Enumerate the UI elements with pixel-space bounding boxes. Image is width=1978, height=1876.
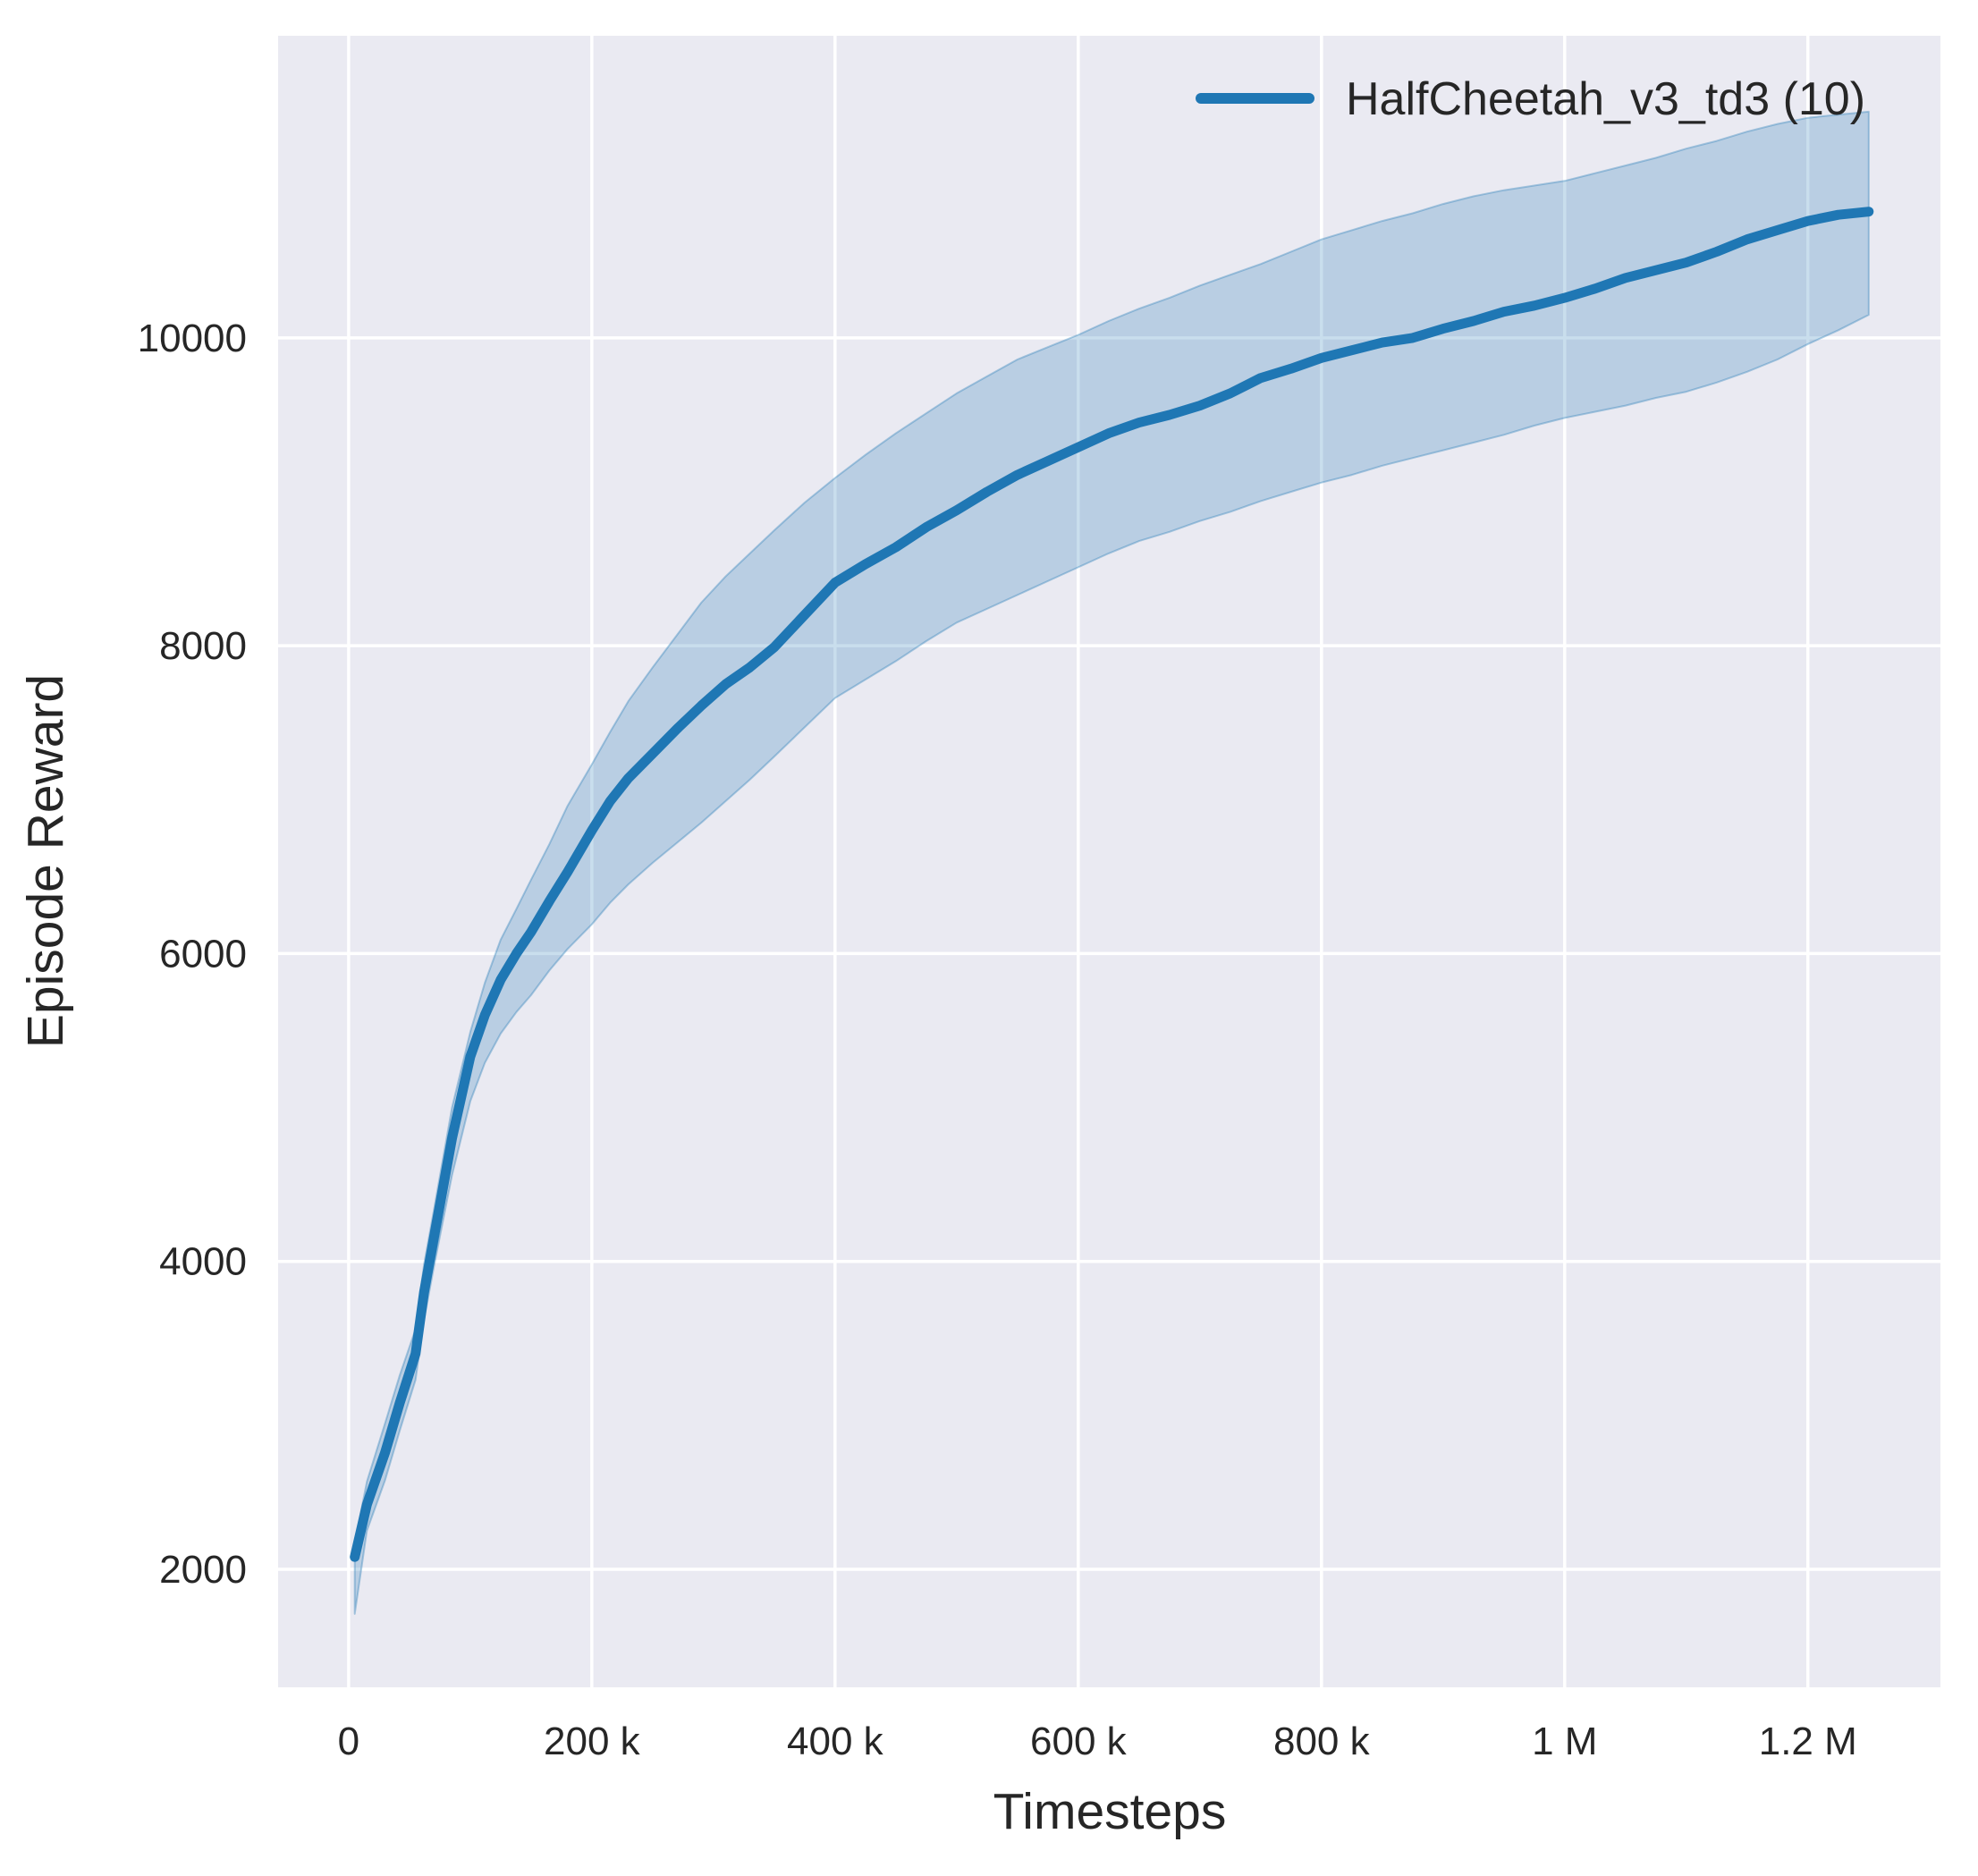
- legend: HalfCheetah_v3_td3 (10): [1196, 73, 1865, 125]
- x-tick-label: 1 M: [1532, 1720, 1597, 1763]
- x-tick-label: 200 k: [544, 1720, 641, 1763]
- legend-label: HalfCheetah_v3_td3 (10): [1346, 73, 1865, 125]
- y-tick-label: 6000: [159, 932, 247, 976]
- x-axis-label: Timesteps: [993, 1783, 1227, 1840]
- x-tick-label: 600 k: [1030, 1720, 1128, 1763]
- y-tick-label: 8000: [159, 624, 247, 668]
- mean-line: [350, 207, 1874, 1562]
- grid: [278, 36, 1940, 1687]
- y-tick-label: 2000: [159, 1548, 247, 1592]
- series-layer: [350, 110, 1874, 1615]
- plot-area: [278, 36, 1940, 1687]
- x-tick-label: 0: [338, 1720, 359, 1763]
- y-axis-ticks: 2000 4000 6000 8000 10000: [138, 317, 247, 1592]
- x-axis-ticks: 0 200 k 400 k 600 k 800 k 1 M 1.2 M: [338, 1720, 1857, 1763]
- confidence-band: [353, 110, 1870, 1615]
- x-tick-label: 800 k: [1273, 1720, 1371, 1763]
- x-tick-label: 400 k: [787, 1720, 884, 1763]
- y-axis-label: Episode Reward: [17, 674, 74, 1048]
- x-tick-label: 1.2 M: [1759, 1720, 1857, 1763]
- y-tick-label: 4000: [159, 1240, 247, 1284]
- y-tick-label: 10000: [138, 317, 247, 360]
